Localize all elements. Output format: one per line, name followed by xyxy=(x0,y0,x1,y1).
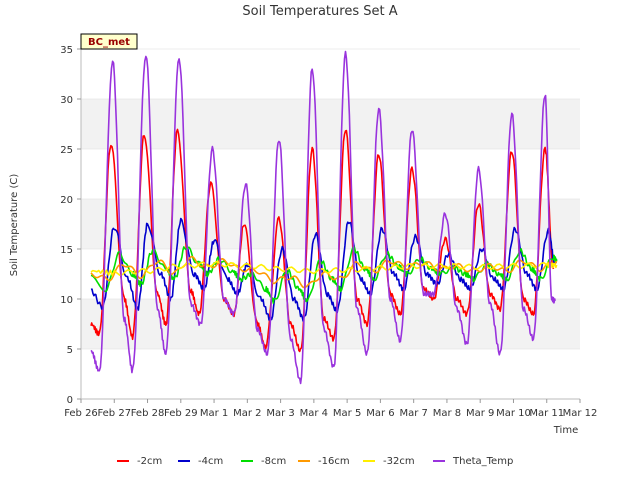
series-layer xyxy=(90,50,558,385)
y-tick-label: 5 xyxy=(67,345,73,356)
x-tick-label: Feb 29 xyxy=(164,408,198,419)
legend: -2cm -4cm -8cm -16cm -32cm Theta_Temp xyxy=(117,456,513,467)
legend-label: -8cm xyxy=(261,456,286,467)
x-tick-label: Mar 2 xyxy=(233,408,261,419)
axes xyxy=(80,49,580,400)
legend-label: Theta_Temp xyxy=(452,456,513,467)
x-tick-label: Mar 4 xyxy=(300,408,328,419)
grid-band xyxy=(81,299,580,349)
station-badge: BC_met xyxy=(80,33,138,50)
y-tick-label: 30 xyxy=(60,95,73,106)
y-tick-label: 20 xyxy=(60,195,73,206)
x-tick-label: Mar 11 xyxy=(529,408,564,419)
y-tick-label: 25 xyxy=(60,145,73,156)
x-tick-label: Mar 3 xyxy=(266,408,294,419)
grid-bands xyxy=(81,48,580,400)
series-line-2cm xyxy=(90,128,555,353)
series-line-16cm xyxy=(90,255,558,289)
x-tick-label: Mar 9 xyxy=(466,408,494,419)
y-axis-label: Soil Temperature (C) xyxy=(9,174,20,277)
y-tick-label: 35 xyxy=(60,45,73,56)
x-tick-label: Mar 5 xyxy=(333,408,361,419)
series-line-4cm xyxy=(90,217,556,322)
x-tick-label: Feb 28 xyxy=(131,408,165,419)
grid-band xyxy=(81,99,580,149)
x-tick-label: Feb 26 xyxy=(64,408,98,419)
y-tick-label: 10 xyxy=(60,295,73,306)
series-line-8cm xyxy=(90,245,558,304)
legend-label: -2cm xyxy=(137,456,162,467)
series-line-32cm xyxy=(90,260,558,277)
legend-label: -4cm xyxy=(198,456,223,467)
x-axis-label: Time xyxy=(553,425,578,436)
x-tick-label: Mar 6 xyxy=(366,408,394,419)
y-ticks: 0 5 10 15 20 25 30 35 xyxy=(60,45,81,406)
legend-label: -32cm xyxy=(383,456,415,467)
chart-title: Soil Temperatures Set A xyxy=(242,4,397,19)
x-tick-label: Mar 8 xyxy=(433,408,461,419)
x-tick-label: Mar 10 xyxy=(496,408,531,419)
x-tick-label: Mar 12 xyxy=(563,408,598,419)
legend-label: -16cm xyxy=(318,456,350,467)
x-tick-label: Mar 1 xyxy=(200,408,228,419)
x-tick-label: Mar 7 xyxy=(399,408,427,419)
series-line-thetatemp xyxy=(90,50,556,385)
y-tick-label: 15 xyxy=(60,245,73,256)
grid-band xyxy=(81,199,580,249)
x-ticks: Feb 26 Feb 27 Feb 28 Feb 29 Mar 1 Mar 2 Mar 3 M… xyxy=(64,399,597,419)
y-tick-label: 0 xyxy=(67,395,73,406)
station-badge-label: BC_met xyxy=(88,37,130,48)
station-badge-box xyxy=(80,33,138,50)
x-tick-label: Feb 27 xyxy=(97,408,131,419)
